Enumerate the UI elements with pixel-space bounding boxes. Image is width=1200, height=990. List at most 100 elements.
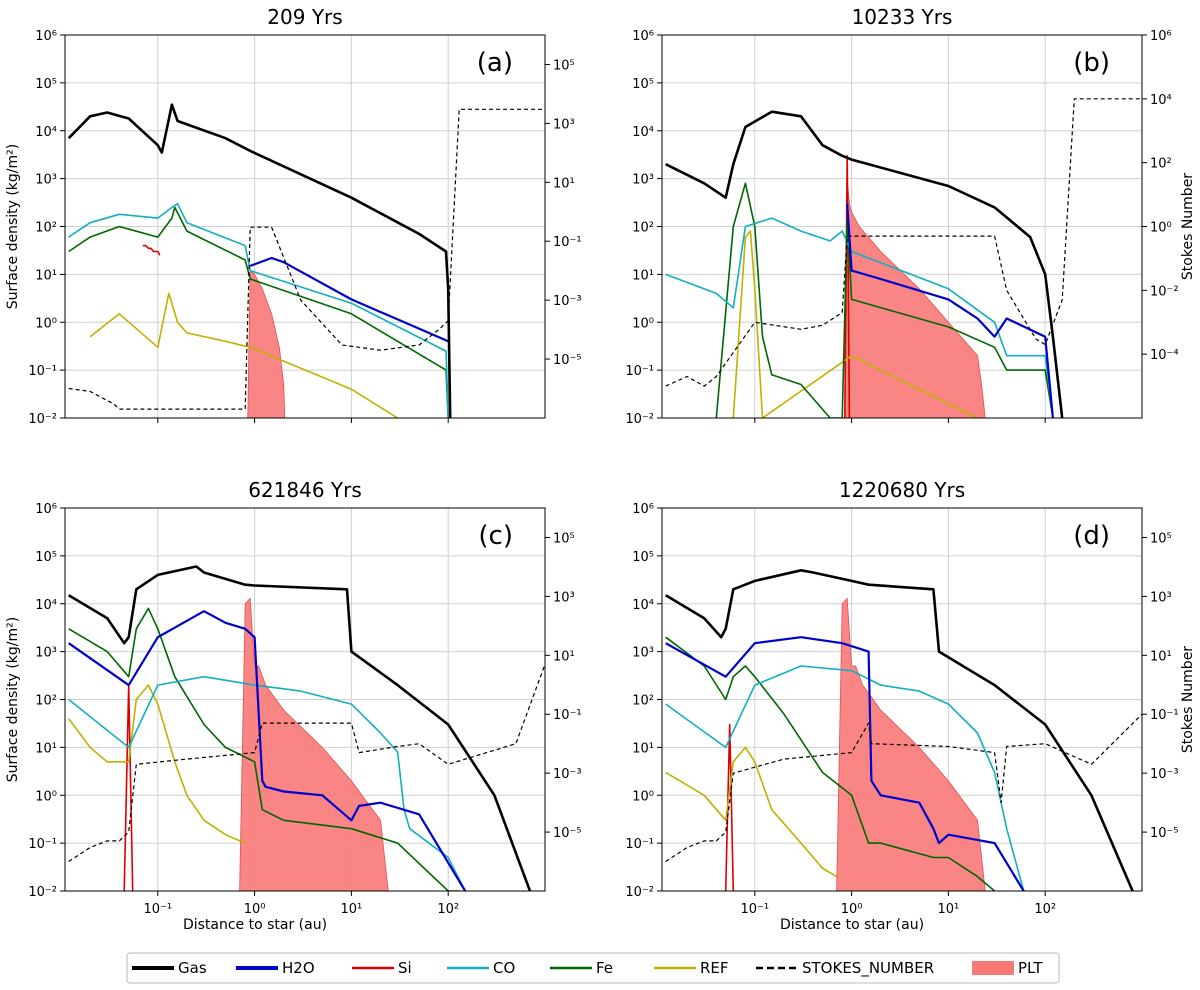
panel-title: 1220680 Yrs [839, 478, 965, 502]
y-tick-label: 10⁴ [35, 598, 57, 613]
series-stokes-number [68, 663, 545, 863]
series-gas [665, 568, 1134, 891]
x-tick-label: 10² [437, 902, 459, 917]
y-tick-label: 10² [632, 221, 654, 236]
y2-tick-label: 10⁻⁴ [1150, 348, 1179, 363]
y2-tick-label: 10¹ [553, 649, 575, 664]
series-fe [68, 206, 449, 418]
y2-axis-label: Stokes Number [1180, 646, 1196, 753]
x-tick-label: 10¹ [938, 902, 960, 917]
y-tick-label: 10⁻² [28, 412, 57, 427]
series-ref [665, 746, 838, 878]
y-tick-label: 10¹ [632, 268, 654, 283]
y2-tick-label: 10⁻³ [553, 767, 582, 782]
x-tick-label: 10¹ [341, 902, 363, 917]
plot-area [665, 568, 1142, 891]
y-tick-label: 10⁴ [632, 125, 654, 140]
series-si [844, 155, 851, 418]
panel-d: 10⁻¹ 10⁰ 10¹ 10² 10⁻² 10⁻¹ 10⁰ 10¹ 10² 10³ 10⁴ 10⁵ 1… [625, 478, 1196, 933]
series-si [724, 723, 735, 891]
y-axis-label: Surface density (kg/m²) [5, 617, 21, 782]
legend-item-si: Si [352, 959, 412, 977]
y2-tick-label: 10² [1150, 157, 1172, 172]
series-h2o [249, 256, 449, 343]
y-tick-label: 10⁻² [625, 885, 654, 900]
legend-item-stokes-number: STOKES_NUMBER [756, 959, 934, 978]
series-co [665, 665, 1025, 891]
legend-label: CO [493, 959, 515, 977]
panel-tag: (c) [478, 521, 513, 551]
legend-label: STOKES_NUMBER [802, 959, 934, 978]
series-plt-area [247, 269, 286, 418]
series-h2o [68, 610, 467, 891]
y2-tick-label: 10⁻¹ [553, 708, 582, 723]
y-tick-label: 10² [35, 694, 57, 709]
y2-tick-label: 10⁴ [1150, 93, 1172, 108]
y2-tick-label: 10⁵ [553, 531, 575, 546]
legend-label: H2O [282, 959, 315, 977]
y-tick-label: 10⁻² [28, 885, 57, 900]
y-tick-label: 10⁰ [632, 316, 654, 331]
panel-tag: (d) [1073, 521, 1110, 551]
series-si [142, 244, 161, 256]
legend-item-gas: Gas [132, 959, 207, 977]
series-h2o [665, 636, 1025, 891]
y2-tick-label: 10³ [553, 117, 575, 132]
series-fe [68, 607, 460, 891]
y2-tick-label: 10⁵ [553, 58, 575, 73]
y-tick-label: 10⁴ [632, 598, 654, 613]
y-tick-label: 10⁻¹ [625, 364, 654, 379]
y2-tick-label: 10⁻⁵ [1150, 826, 1179, 841]
legend-item-fe: Fe [550, 959, 613, 977]
x-axis-label: Distance to star (au) [780, 917, 924, 933]
series-ref [89, 292, 399, 418]
y-tick-label: 10⁻¹ [28, 837, 57, 852]
series-fe [713, 182, 1054, 418]
series-h2o [846, 203, 1054, 418]
plot-area [68, 565, 545, 891]
series-ref [732, 230, 978, 418]
panel-title: 621846 Yrs [248, 478, 362, 502]
y-tick-label: 10⁵ [35, 77, 57, 92]
legend: Gas H2O Si CO Fe REF STOKES_NUMBER PLT [126, 952, 1060, 984]
panel-c: 10⁻¹ 10⁰ 10¹ 10² 10⁻² 10⁻¹ 10⁰ 10¹ 10² 10³ 10⁴ 10⁵ 1… [5, 478, 582, 933]
y-tick-label: 10³ [632, 173, 654, 188]
y-tick-label: 10⁻² [625, 412, 654, 427]
panel-title: 209 Yrs [267, 5, 342, 29]
panel-tag: (b) [1073, 48, 1110, 78]
series-gas [665, 110, 1064, 418]
y2-tick-label: 10⁻³ [553, 294, 582, 309]
y-tick-label: 10¹ [35, 268, 57, 283]
y-tick-label: 10⁰ [35, 316, 57, 331]
legend-frame [126, 952, 1060, 984]
plot-area [67, 103, 545, 418]
y2-tick-label: 10⁻³ [1150, 767, 1179, 782]
series-plt-area [844, 178, 986, 418]
y-tick-label: 10⁶ [632, 502, 654, 517]
y2-tick-label: 10⁵ [1150, 531, 1172, 546]
legend-label: REF [700, 959, 729, 977]
legend-swatch [972, 961, 1014, 975]
y-tick-label: 10³ [35, 173, 57, 188]
legend-label: Gas [178, 959, 207, 977]
y2-tick-label: 10³ [553, 590, 575, 605]
y2-tick-label: 10⁻² [1150, 284, 1179, 299]
series-co [68, 675, 466, 891]
y-tick-label: 10¹ [35, 741, 57, 756]
panel-tag: (a) [477, 48, 513, 78]
legend-item-h2o: H2O [236, 959, 315, 977]
y-tick-label: 10⁶ [35, 502, 57, 517]
y-tick-label: 10⁰ [632, 789, 654, 804]
y-tick-label: 10² [632, 694, 654, 709]
y-tick-label: 10⁶ [632, 29, 654, 44]
x-tick-label: 10⁻¹ [740, 902, 769, 917]
x-tick-label: 10⁻¹ [143, 902, 172, 917]
legend-item-ref: REF [654, 959, 729, 977]
y-tick-label: 10⁻¹ [625, 837, 654, 852]
plot-area [665, 98, 1142, 418]
legend-label: Si [398, 959, 412, 977]
panel-title: 10233 Yrs [852, 5, 953, 29]
y-tick-label: 10³ [632, 646, 654, 661]
y2-tick-label: 10⁻⁵ [553, 353, 582, 368]
y-tick-label: 10¹ [632, 741, 654, 756]
